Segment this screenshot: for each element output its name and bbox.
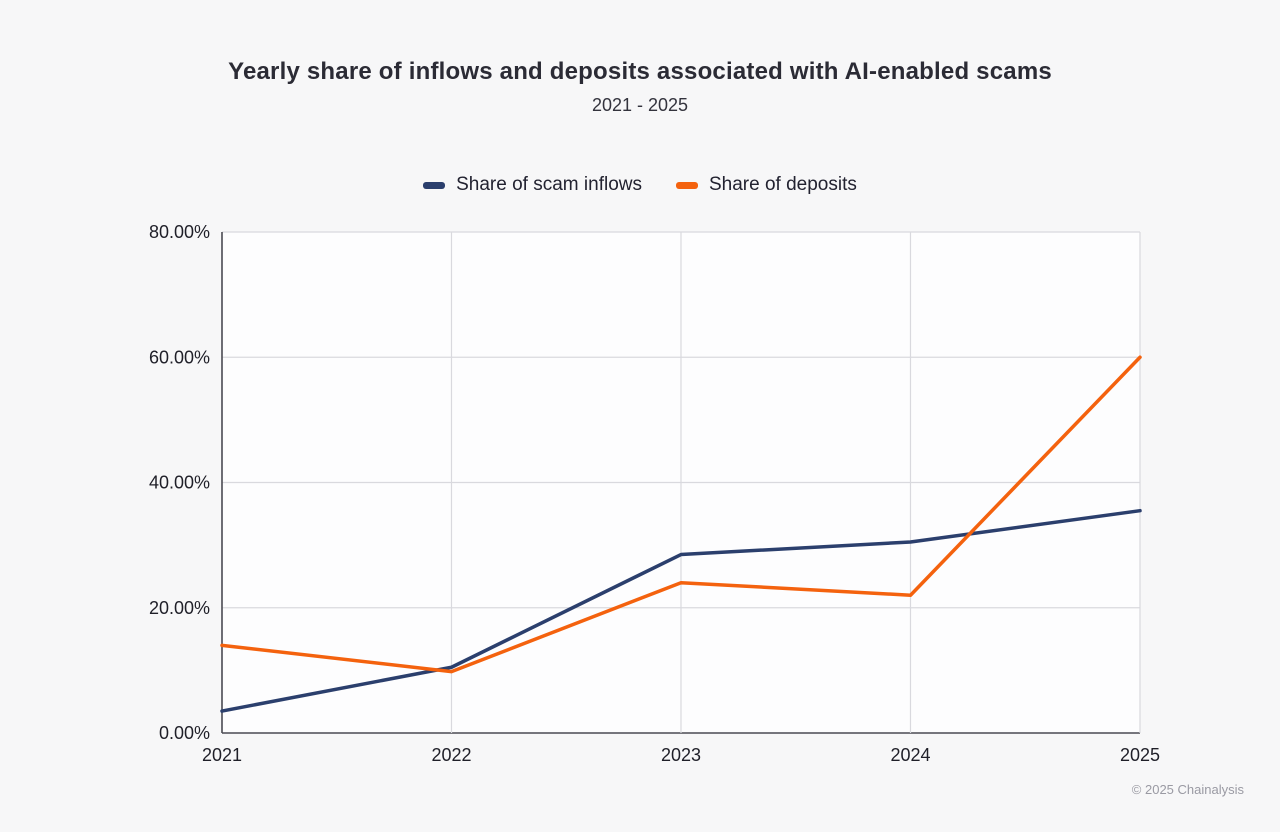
- inflows-swatch-icon: [423, 181, 446, 189]
- legend-label-scam-inflows: Share of scam inflows: [456, 174, 642, 195]
- x-tick-label: 2024: [890, 745, 930, 765]
- x-tick-label: 2022: [431, 745, 471, 765]
- x-tick-label: 2023: [661, 745, 701, 765]
- y-tick-label: 20.00%: [149, 598, 210, 618]
- legend-item-scam-inflows: Share of scam inflows: [423, 174, 642, 196]
- series-line-1: [220, 355, 1142, 674]
- chart-title: Yearly share of inflows and deposits ass…: [228, 58, 1052, 85]
- chart-subtitle: 2021 - 2025: [591, 95, 689, 115]
- y-tick-label: 80.00%: [149, 222, 210, 242]
- y-tick-label: 60.00%: [149, 347, 210, 367]
- y-tick-label: 0.00%: [159, 723, 210, 743]
- series-line-0: [220, 508, 1142, 713]
- copyright: © 2025 Chainalysis: [1131, 782, 1244, 797]
- legend-label-deposits: Share of deposits: [708, 174, 857, 195]
- y-tick-label: 40.00%: [149, 473, 210, 493]
- deposits-swatch-icon: [675, 181, 698, 189]
- chart-legend: Share of scam inflows Share of deposits: [0, 174, 1280, 196]
- x-tick-label: 2025: [1120, 745, 1160, 765]
- legend-item-deposits: Share of deposits: [675, 174, 857, 196]
- x-tick-label: 2021: [202, 745, 242, 765]
